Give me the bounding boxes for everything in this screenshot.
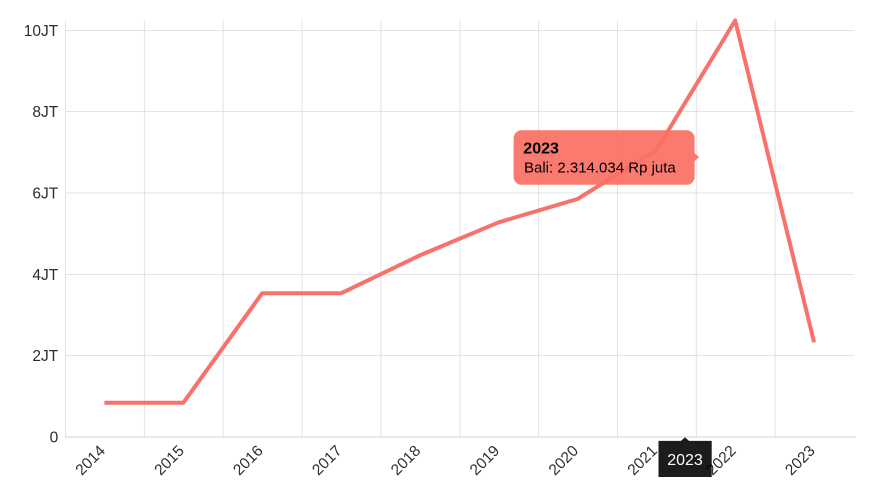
svg-text:2023: 2023 xyxy=(523,140,559,157)
svg-text:2023: 2023 xyxy=(667,452,703,469)
svg-text:0: 0 xyxy=(50,429,59,446)
svg-text:6JT: 6JT xyxy=(32,186,58,203)
svg-text:2JT: 2JT xyxy=(32,348,58,365)
svg-text:8JT: 8JT xyxy=(32,104,58,121)
svg-text:Bali: 2.314.034 Rp juta: Bali: 2.314.034 Rp juta xyxy=(524,160,676,177)
svg-text:10JT: 10JT xyxy=(24,23,59,40)
svg-text:4JT: 4JT xyxy=(32,267,58,284)
